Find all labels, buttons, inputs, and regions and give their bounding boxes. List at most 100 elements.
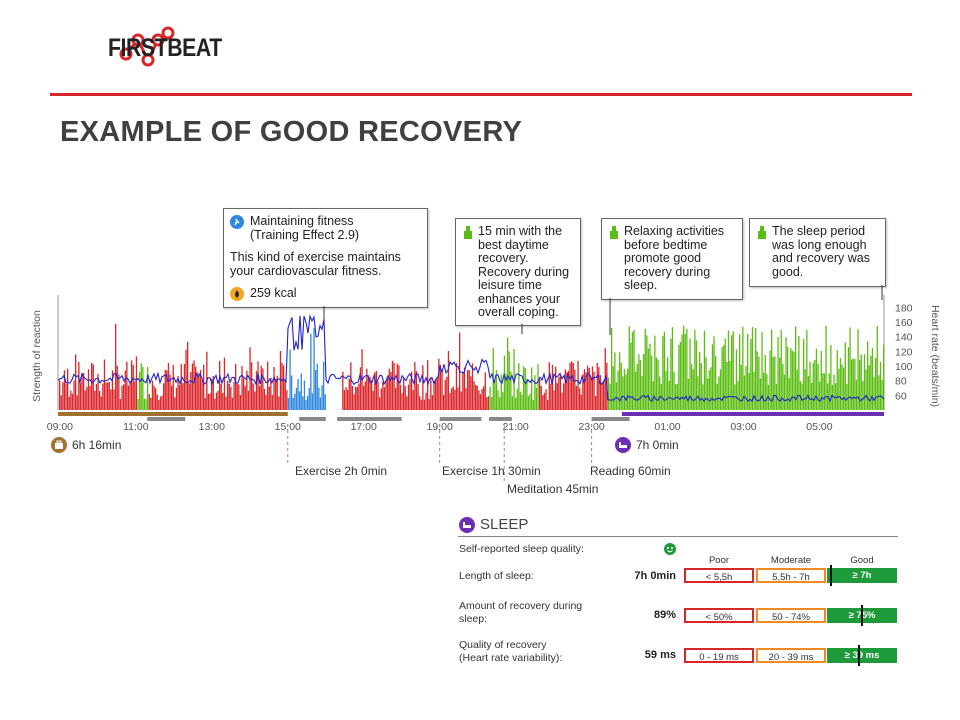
reaction-bar xyxy=(102,383,104,410)
reaction-bar xyxy=(79,383,82,410)
reaction-bar xyxy=(563,383,565,410)
reaction-bar xyxy=(657,359,659,410)
level-marker xyxy=(861,605,863,626)
reaction-bar xyxy=(854,359,856,410)
x-tick-label: 21:00 xyxy=(502,421,528,433)
reaction-bar xyxy=(356,386,358,410)
reaction-bar xyxy=(308,387,310,410)
x-tick-label: 09:00 xyxy=(47,421,73,433)
reaction-bar xyxy=(551,365,554,410)
reaction-bar xyxy=(398,365,400,410)
reaction-bar xyxy=(169,374,171,410)
reaction-bar xyxy=(223,357,226,410)
reaction-bar xyxy=(879,361,882,410)
recovery-icon xyxy=(464,226,472,239)
reaction-bar xyxy=(446,376,448,410)
reaction-bar xyxy=(220,384,222,410)
reaction-bar xyxy=(652,381,654,410)
reaction-bar xyxy=(283,365,285,410)
reaction-bar xyxy=(825,325,827,410)
reaction-bar xyxy=(92,364,94,410)
event-reading: Reading 60min xyxy=(590,464,671,478)
reaction-bar xyxy=(702,384,704,410)
reaction-bar xyxy=(665,371,667,410)
reaction-bar xyxy=(257,361,259,410)
reaction-bar xyxy=(228,383,230,410)
reaction-bar xyxy=(254,391,256,410)
reaction-bar xyxy=(641,376,643,410)
reaction-bar xyxy=(601,382,603,410)
reaction-bar xyxy=(689,338,691,410)
reaction-bar xyxy=(571,361,573,410)
reaction-bar xyxy=(121,385,123,410)
reaction-bar xyxy=(444,379,446,410)
callout-daytime-recovery: 15 min with the best daytime recovery. R… xyxy=(455,218,581,326)
reaction-bar xyxy=(211,378,213,410)
reaction-bar xyxy=(843,367,845,410)
reaction-bar xyxy=(321,385,323,410)
reaction-bar xyxy=(142,366,144,410)
reaction-bar xyxy=(262,368,264,410)
reaction-bar xyxy=(710,367,712,410)
reaction-bar xyxy=(271,395,274,410)
recovery-chart: 09:00 11:00 13:00 15:00 17:00 19:00 21:00 23:00… xyxy=(47,285,913,484)
reaction-bar xyxy=(561,392,563,410)
reaction-bar xyxy=(838,368,840,410)
reaction-bar xyxy=(395,387,397,410)
reaction-bar xyxy=(406,396,408,410)
sleep-row-value: 59 ms xyxy=(644,649,676,661)
reaction-bar xyxy=(247,390,250,410)
reaction-bar xyxy=(396,363,398,410)
reaction-bar xyxy=(534,375,536,410)
reaction-bar xyxy=(255,371,258,410)
range-good: ≥ 39 ms xyxy=(827,648,897,663)
reaction-bar xyxy=(647,348,650,410)
reaction-bar xyxy=(817,364,819,410)
reaction-bar xyxy=(303,380,306,410)
reaction-bar xyxy=(119,399,122,410)
reaction-bar xyxy=(457,387,459,410)
reaction-bar xyxy=(753,371,755,410)
reaction-bar xyxy=(577,360,579,410)
reaction-bar xyxy=(654,335,656,410)
reaction-bar xyxy=(374,372,376,410)
sleep-row-label: Self-reported sleep quality: xyxy=(459,543,584,555)
reaction-bar xyxy=(644,328,646,410)
column-moderate: Moderate xyxy=(770,555,812,566)
reaction-bar xyxy=(703,330,706,410)
reaction-bar xyxy=(393,362,395,410)
reaction-bar xyxy=(251,362,253,410)
reaction-bar xyxy=(747,333,749,410)
reaction-bar xyxy=(401,393,403,410)
activity-bar xyxy=(337,417,402,421)
callout-fitness-title: Maintaining fitness (Training Effect 2.9… xyxy=(250,214,360,242)
reaction-bar xyxy=(527,396,530,410)
reaction-bar xyxy=(593,371,595,410)
reaction-bar xyxy=(196,372,198,410)
heart-rate-line xyxy=(57,313,885,403)
reaction-bar xyxy=(116,365,118,410)
reaction-bar xyxy=(671,327,674,410)
reaction-bar xyxy=(649,343,651,410)
reaction-bar xyxy=(310,333,312,410)
reaction-bar xyxy=(598,367,600,410)
reaction-bar xyxy=(795,326,797,410)
reaction-bar xyxy=(863,354,866,410)
reaction-bar xyxy=(503,355,506,410)
reaction-bar xyxy=(281,363,283,410)
reaction-bar xyxy=(420,399,422,410)
reaction-bar xyxy=(771,329,773,410)
reaction-bar xyxy=(259,385,261,410)
reaction-bar xyxy=(236,383,238,410)
sleep-row-label: Length of sleep: xyxy=(459,570,534,582)
firstbeat-logo-icon xyxy=(119,26,175,67)
work-period-bar xyxy=(58,412,288,416)
reaction-bar xyxy=(726,362,728,410)
reaction-bar xyxy=(873,377,875,410)
reaction-bar xyxy=(294,393,296,410)
reaction-bar xyxy=(388,368,390,410)
reaction-bar xyxy=(427,360,429,410)
reaction-bar xyxy=(297,379,299,410)
reaction-bar xyxy=(494,379,496,410)
reaction-bar xyxy=(313,328,315,410)
